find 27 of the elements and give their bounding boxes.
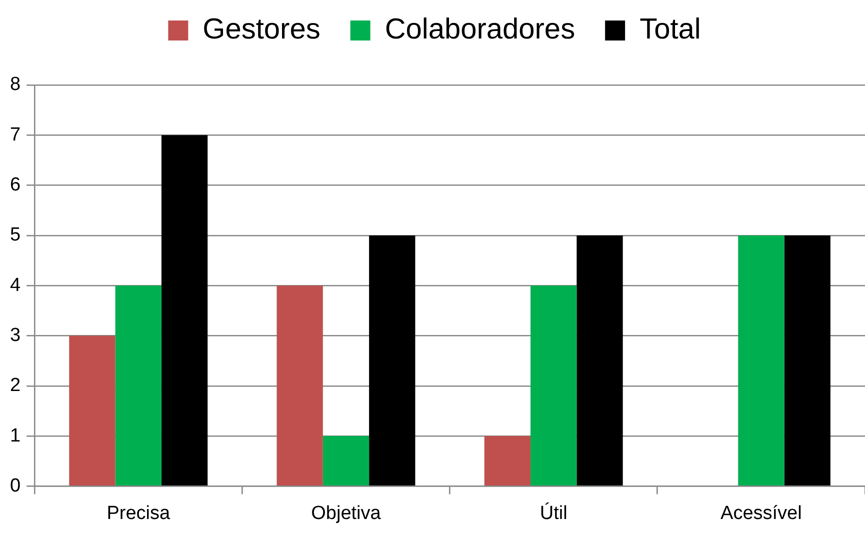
y-tick-label: 7 [10,124,21,146]
bar [369,235,416,486]
legend-label: Gestores [202,14,320,46]
y-tick-label: 0 [10,475,21,496]
y-tick-label: 4 [10,274,21,296]
y-tick-label: 6 [10,174,21,196]
bar [115,286,162,486]
bar [530,286,577,486]
y-tick-label: 5 [10,224,21,246]
bar [69,336,116,486]
bar [276,286,323,486]
x-tick-label: Precisa [106,502,170,524]
x-tick-label: Objetiva [311,502,382,524]
y-tick-label: 2 [10,375,21,396]
bar [784,235,830,486]
x-tick-label: Útil [540,502,568,524]
bar [161,135,208,486]
bar [576,235,623,486]
bar [738,235,784,486]
y-tick-label: 3 [10,324,21,346]
y-tick-label: 1 [10,425,21,446]
bar [484,436,531,486]
bar [322,436,370,486]
x-tick-label: Acessível [720,502,802,524]
legend-label: Colaboradores [384,14,576,46]
legend-label: Total [640,14,701,46]
y-tick-label: 8 [10,74,21,96]
